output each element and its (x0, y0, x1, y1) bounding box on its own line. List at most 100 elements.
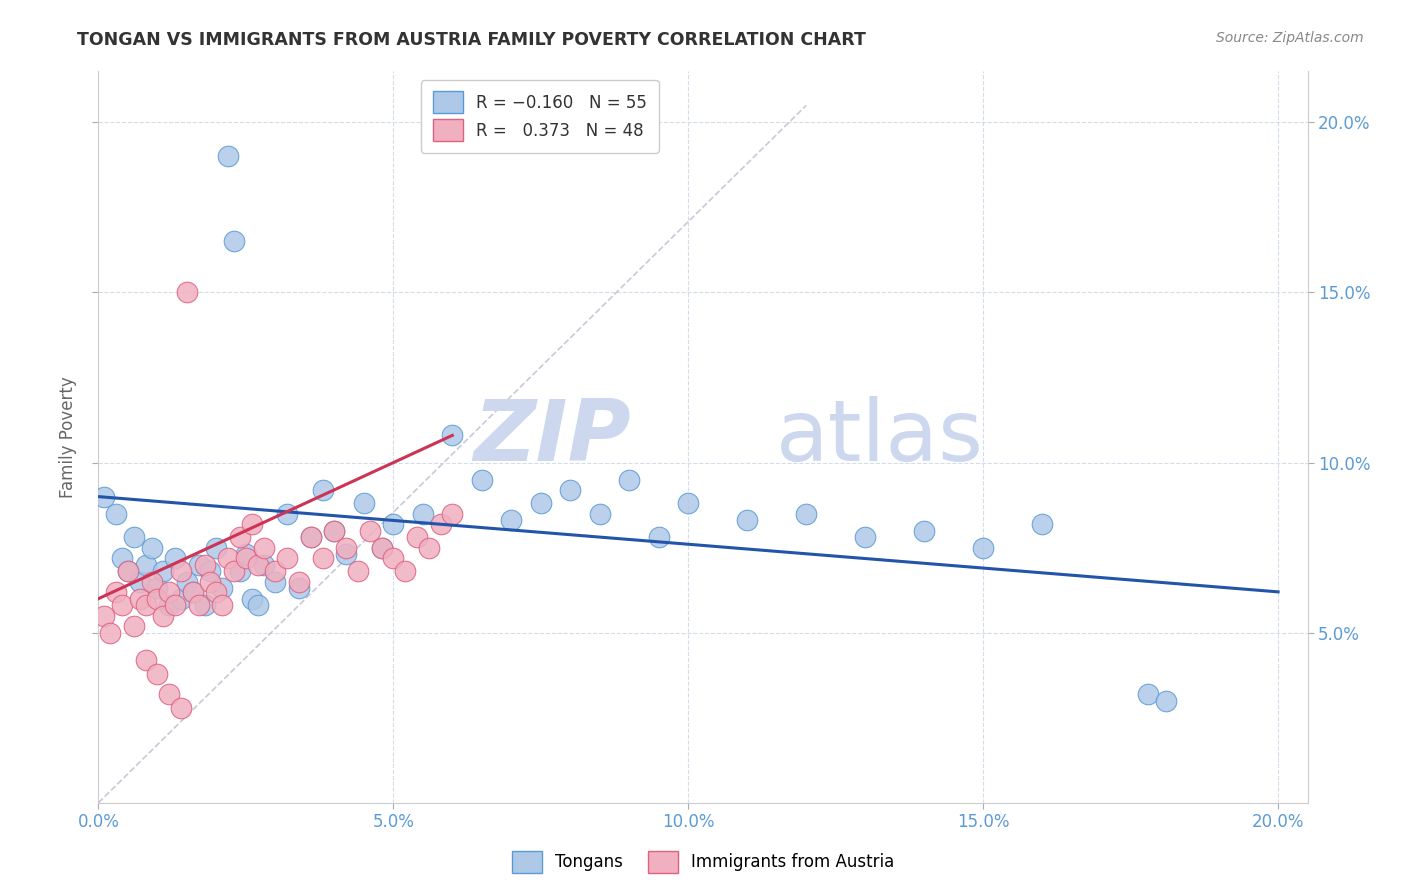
Point (194, 599, 217, 613)
Point (276, 550, 298, 565)
Point (276, 507, 298, 521)
Point (370, 541, 392, 555)
Point (299, 531, 322, 545)
Point (311, 550, 333, 565)
Point (165, 550, 187, 565)
Legend: Tongans, Immigrants from Austria: Tongans, Immigrants from Austria (505, 845, 901, 880)
Point (146, 666, 169, 681)
Point (128, 574, 150, 589)
Point (560, 483, 582, 497)
Text: atlas: atlas (776, 395, 984, 479)
Point (252, 558, 274, 572)
Point (176, 574, 198, 589)
Point (117, 565, 139, 579)
Point (152, 565, 174, 579)
Point (323, 524, 346, 538)
Point (194, 558, 217, 572)
Point (382, 516, 405, 531)
Point (382, 550, 405, 565)
Point (252, 541, 274, 555)
Point (246, 599, 269, 613)
Text: ZIP: ZIP (472, 395, 630, 479)
Point (299, 531, 322, 545)
Point (211, 582, 233, 596)
Point (1154, 694, 1177, 708)
Point (441, 428, 464, 442)
Point (105, 585, 128, 599)
Point (853, 531, 876, 545)
Point (141, 574, 163, 589)
Point (418, 541, 440, 555)
Point (146, 591, 169, 606)
Point (406, 531, 429, 545)
Point (152, 608, 174, 623)
Point (370, 541, 392, 555)
Point (205, 585, 228, 599)
Point (972, 541, 994, 555)
Point (217, 149, 239, 163)
Point (170, 565, 193, 579)
Point (359, 524, 381, 538)
Point (229, 531, 252, 545)
Point (589, 507, 612, 521)
Point (187, 599, 209, 613)
Point (135, 599, 157, 613)
Point (117, 565, 139, 579)
Text: Source: ZipAtlas.com: Source: ZipAtlas.com (1216, 31, 1364, 45)
Point (135, 558, 157, 572)
Point (912, 524, 935, 538)
Point (353, 496, 375, 510)
Point (200, 565, 222, 579)
Point (157, 599, 180, 613)
Text: TONGAN VS IMMIGRANTS FROM AUSTRIA FAMILY POVERTY CORRELATION CHART: TONGAN VS IMMIGRANTS FROM AUSTRIA FAMILY… (77, 31, 866, 49)
Point (111, 599, 134, 613)
Point (501, 513, 523, 527)
Point (157, 687, 180, 701)
Point (288, 582, 311, 596)
Point (141, 541, 163, 555)
Point (222, 565, 245, 579)
Point (211, 599, 233, 613)
Point (128, 591, 150, 606)
Point (165, 599, 187, 613)
Point (678, 496, 700, 510)
Y-axis label: Family Poverty: Family Poverty (59, 376, 77, 498)
Point (146, 582, 169, 596)
Point (205, 541, 228, 555)
Point (264, 565, 287, 579)
Point (222, 235, 245, 249)
Point (157, 585, 180, 599)
Point (187, 558, 209, 572)
Point (323, 524, 346, 538)
Point (98, 625, 121, 640)
Point (471, 473, 494, 487)
Point (235, 548, 257, 562)
Point (619, 473, 641, 487)
Point (1031, 516, 1053, 531)
Point (347, 565, 370, 579)
Point (394, 565, 416, 579)
Point (122, 619, 145, 633)
Point (335, 541, 357, 555)
Point (229, 565, 252, 579)
Point (264, 574, 287, 589)
Point (246, 558, 269, 572)
Point (122, 531, 145, 545)
Point (235, 550, 257, 565)
Point (200, 574, 222, 589)
Point (441, 507, 464, 521)
Point (412, 507, 434, 521)
Point (93, 608, 115, 623)
Point (217, 550, 239, 565)
Point (648, 531, 671, 545)
Point (429, 516, 451, 531)
Point (311, 483, 333, 497)
Point (335, 548, 357, 562)
Point (530, 496, 553, 510)
Point (288, 574, 311, 589)
Point (240, 516, 263, 531)
Point (176, 285, 198, 300)
Point (111, 550, 134, 565)
Point (181, 585, 204, 599)
Legend: R = −0.160   N = 55, R =   0.373   N = 48: R = −0.160 N = 55, R = 0.373 N = 48 (422, 79, 658, 153)
